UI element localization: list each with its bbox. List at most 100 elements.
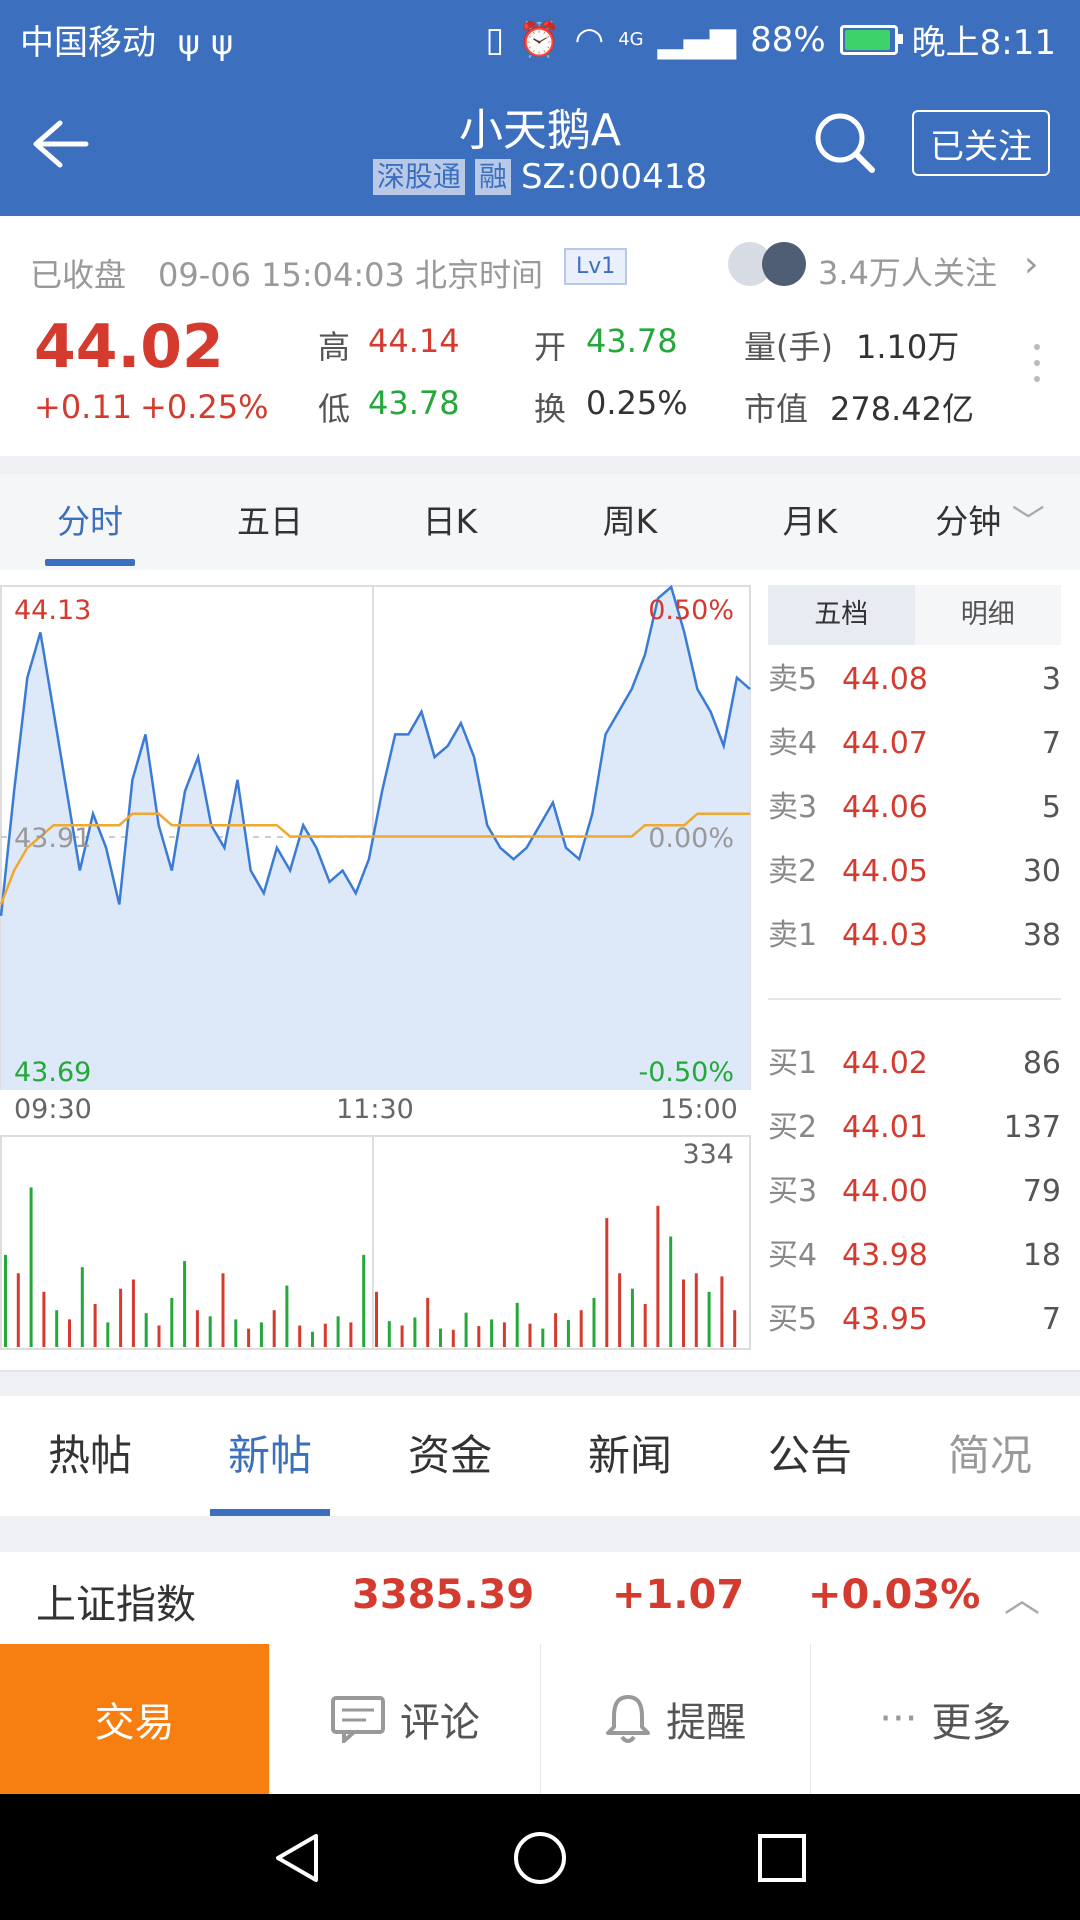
alarm-icon: ⏰: [518, 19, 561, 60]
buy-level-row[interactable]: 买5 43.95 7: [768, 1288, 1061, 1352]
chevron-down-icon: ﹀: [1001, 502, 1045, 541]
alert-label: 提醒: [666, 1700, 747, 1746]
stock-code: SZ:000418: [520, 157, 708, 197]
tab-monthly-k[interactable]: 月K: [782, 502, 838, 541]
volume-bar: [387, 1321, 391, 1347]
app-header: 小天鹅A 深股通 融 SZ:000418 已关注: [0, 72, 1080, 216]
volume-bar: [528, 1323, 532, 1347]
divider: [768, 998, 1061, 1000]
volume-bar: [554, 1313, 558, 1347]
comment-label: 评论: [399, 1700, 480, 1746]
buy-level-row[interactable]: 买1 44.02 86: [768, 1032, 1061, 1096]
low-label: 低: [318, 390, 351, 428]
volume-bar: [426, 1297, 430, 1347]
volume-bar: [106, 1322, 110, 1347]
margin-badge: 融: [474, 159, 511, 195]
market-status: 已收盘: [30, 256, 127, 294]
volume-bar: [42, 1291, 46, 1347]
comment-button[interactable]: 评论: [269, 1644, 539, 1794]
index-ticker[interactable]: 上证指数 3385.39 +1.07 +0.03% ︿: [0, 1552, 1080, 1646]
sell-level-row[interactable]: 卖5 44.08 3: [768, 648, 1061, 712]
volume-bar: [375, 1291, 378, 1347]
volume-bar: [80, 1267, 84, 1347]
status-bar: 中国移动 ψ ψ ▯ ⏰ ◠ 4G ▂▄▆ 88% 晚上8:11: [0, 0, 1080, 72]
tab-five-levels[interactable]: 五档: [768, 585, 915, 645]
turnover-label: 换: [534, 390, 567, 428]
y-max-label: 44.13: [14, 595, 91, 626]
sell-level-label: 卖5: [768, 662, 818, 697]
tab-details[interactable]: 明细: [960, 599, 1015, 630]
nav-recents-icon[interactable]: [754, 1830, 810, 1886]
buy-level-price: 44.01: [842, 1110, 928, 1145]
volume-bar: [272, 1310, 276, 1347]
mktcap-label: 市值: [744, 390, 809, 428]
volume-bar: [694, 1273, 698, 1347]
tab-profile[interactable]: 简况: [947, 1431, 1032, 1480]
volume-bar: [195, 1310, 199, 1347]
tab-news[interactable]: 新闻: [587, 1431, 672, 1480]
volume-bar: [349, 1322, 353, 1347]
turnover-value: 0.25%: [586, 384, 688, 422]
hk-connect-badge: 深股通: [372, 159, 465, 195]
buy-level-label: 买4: [768, 1238, 818, 1273]
volume-bar: [119, 1288, 123, 1347]
volume-label: 量(手): [744, 328, 833, 366]
sell-level-row[interactable]: 卖1 44.03 38: [768, 904, 1061, 968]
y-min-label: 43.69: [14, 1057, 91, 1088]
volume-bar: [4, 1254, 7, 1347]
avatar: [762, 242, 806, 286]
divider: [0, 1516, 1080, 1552]
intraday-chart[interactable]: 44.13 43.91 43.69 0.50% 0.00% -0.50%: [0, 585, 752, 1090]
volume-bar: [669, 1236, 673, 1347]
alert-button[interactable]: 提醒: [539, 1644, 810, 1794]
current-price: 44.02: [34, 312, 224, 382]
tab-announcements[interactable]: 公告: [767, 1431, 852, 1480]
tab-new-posts[interactable]: 新帖: [180, 1396, 360, 1516]
volume-value: 1.10万: [856, 328, 960, 366]
index-name: 上证指数: [36, 1582, 196, 1628]
buy-level-price: 44.02: [842, 1046, 928, 1081]
tab-minute[interactable]: 分钟 ﹀: [900, 474, 1080, 570]
price-change: +0.11: [34, 388, 133, 426]
sell-level-row[interactable]: 卖3 44.06 5: [768, 776, 1061, 840]
trade-button[interactable]: 交易: [0, 1644, 270, 1794]
sell-level-row[interactable]: 卖2 44.05 30: [768, 840, 1061, 904]
sell-level-price: 44.05: [842, 854, 928, 889]
nav-back-icon[interactable]: [270, 1830, 326, 1886]
tab-intraday[interactable]: 分时: [0, 474, 180, 570]
sell-level-row[interactable]: 卖4 44.07 7: [768, 712, 1061, 776]
more-button[interactable]: ··· 更多: [809, 1644, 1080, 1794]
buy-level-row[interactable]: 买3 44.00 79: [768, 1160, 1061, 1224]
volume-bar: [490, 1319, 494, 1347]
sell-level-label: 卖3: [768, 790, 818, 825]
more-vertical-icon[interactable]: [1034, 344, 1040, 382]
tab-hot-posts[interactable]: 热帖: [47, 1431, 132, 1480]
buy-level-row[interactable]: 买4 43.98 18: [768, 1224, 1061, 1288]
followers-count[interactable]: 3.4万人关注: [818, 254, 997, 292]
high-label: 高: [318, 328, 351, 366]
y-mid-label: 43.91: [14, 823, 91, 854]
tab-weekly-k[interactable]: 周K: [602, 502, 658, 541]
search-icon[interactable]: [812, 110, 878, 176]
volume-bar: [618, 1273, 622, 1347]
buy-level-label: 买1: [768, 1046, 818, 1081]
tab-five-day[interactable]: 五日: [237, 502, 303, 541]
x-label-close: 15:00: [660, 1094, 738, 1125]
buy-level-row[interactable]: 买2 44.01 137: [768, 1096, 1061, 1160]
volume-bar: [234, 1319, 238, 1347]
tab-daily-k[interactable]: 日K: [422, 502, 478, 541]
back-arrow-icon[interactable]: [30, 117, 90, 171]
volume-bar: [605, 1218, 609, 1347]
chevron-right-icon[interactable]: ›: [1024, 244, 1039, 285]
x-label-open: 09:30: [14, 1094, 92, 1125]
sell-level-price: 44.06: [842, 790, 928, 825]
tab-funds[interactable]: 资金: [407, 1431, 492, 1480]
volume-bar: [208, 1316, 212, 1347]
sell-level-label: 卖1: [768, 918, 818, 953]
quote-panel: 已收盘 09-06 15:04:03 北京时间 Lv1 3.4万人关注 › 44…: [0, 216, 1080, 456]
nav-home-icon[interactable]: [512, 1830, 568, 1886]
chevron-up-icon[interactable]: ︿: [1004, 1579, 1041, 1620]
order-book-tabs: 五档 明细: [768, 585, 1061, 645]
level-badge[interactable]: Lv1: [564, 248, 628, 285]
follow-button[interactable]: 已关注: [912, 110, 1050, 176]
